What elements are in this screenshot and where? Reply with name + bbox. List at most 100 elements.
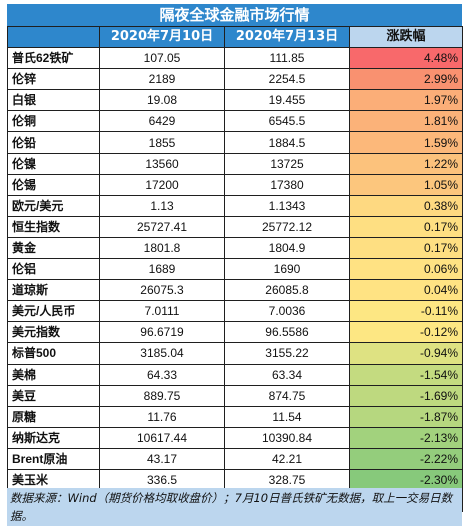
change-percent: -1.87% xyxy=(349,405,463,428)
instrument-name: 标普500 xyxy=(7,342,100,365)
table-row: 美棉 64.33 63.34 -1.54% xyxy=(7,363,463,386)
table-row: 恒生指数 25727.41 25772.12 0.17% xyxy=(7,215,463,238)
change-percent: 0.17% xyxy=(349,215,463,238)
table-row: 原糖 11.76 11.54 -1.87% xyxy=(7,405,463,428)
instrument-name: 美棉 xyxy=(7,363,100,386)
instrument-name: 白银 xyxy=(7,89,100,112)
change-percent: 0.17% xyxy=(349,236,463,260)
value-date2: 1690 xyxy=(224,258,350,281)
change-percent: 1.22% xyxy=(349,152,463,175)
instrument-name: 美元指数 xyxy=(7,321,100,344)
value-date2: 13725 xyxy=(224,152,350,175)
table-row: 伦铅 1855 1884.5 1.59% xyxy=(7,131,463,154)
instrument-name: 普氏62铁矿 xyxy=(7,47,100,70)
change-percent: 1.05% xyxy=(349,173,463,196)
table-title: 隔夜全球金融市场行情 xyxy=(7,4,462,26)
value-date2: 42.21 xyxy=(224,447,350,470)
value-date2: 874.75 xyxy=(224,384,350,407)
instrument-name: 伦铝 xyxy=(7,258,100,281)
source-note: 数据来源：Wind（期货价格均取收盘价）；7月10日普氏铁矿无数据，取上一交易日… xyxy=(7,488,462,526)
table-row: 伦铝 1689 1690 0.06% xyxy=(7,258,463,281)
instrument-name: Brent原油 xyxy=(7,447,100,470)
value-date1: 19.08 xyxy=(99,89,225,112)
value-date2: 1804.9 xyxy=(224,236,350,260)
value-date1: 1855 xyxy=(99,131,225,154)
value-date1: 3185.04 xyxy=(99,342,225,365)
instrument-name: 道琼斯 xyxy=(7,279,100,302)
value-date1: 13560 xyxy=(99,152,225,175)
value-date1: 10617.44 xyxy=(99,426,225,449)
change-percent: -1.69% xyxy=(349,384,463,407)
table-row: 普氏62铁矿 107.05 111.85 4.48% xyxy=(7,47,463,70)
header-row: 2020年7月10日 2020年7月13日 涨跌幅 xyxy=(7,25,463,49)
value-date1: 43.17 xyxy=(99,447,225,470)
change-percent: -0.11% xyxy=(349,300,463,323)
value-date1: 26075.3 xyxy=(99,279,225,302)
instrument-name: 美豆 xyxy=(7,384,100,407)
value-date2: 96.5586 xyxy=(224,321,350,344)
value-date1: 2189 xyxy=(99,68,225,91)
instrument-name: 伦锌 xyxy=(7,68,100,91)
value-date2: 111.85 xyxy=(224,47,350,70)
table-row: 伦锡 17200 17380 1.05% xyxy=(7,173,463,196)
instrument-name: 黄金 xyxy=(7,236,100,260)
value-date1: 17200 xyxy=(99,173,225,196)
change-percent: 4.48% xyxy=(349,47,463,70)
value-date1: 107.05 xyxy=(99,47,225,70)
value-date2: 2254.5 xyxy=(224,68,350,91)
value-date2: 25772.12 xyxy=(224,215,350,238)
value-date1: 1801.8 xyxy=(99,236,225,260)
value-date2: 7.0036 xyxy=(224,300,350,323)
header-date2: 2020年7月13日 xyxy=(224,25,350,49)
header-name xyxy=(7,25,100,49)
value-date1: 1.13 xyxy=(99,194,225,217)
change-percent: 1.59% xyxy=(349,131,463,154)
instrument-name: 伦铜 xyxy=(7,110,100,133)
value-date2: 10390.84 xyxy=(224,426,350,449)
table-row: 伦铜 6429 6545.5 1.81% xyxy=(7,110,463,133)
instrument-name: 伦镍 xyxy=(7,152,100,175)
table-row: 黄金 1801.8 1804.9 0.17% xyxy=(7,236,463,260)
instrument-name: 原糖 xyxy=(7,405,100,428)
change-percent: 2.99% xyxy=(349,68,463,91)
change-percent: -1.54% xyxy=(349,363,463,386)
table-row: 伦镍 13560 13725 1.22% xyxy=(7,152,463,175)
value-date2: 11.54 xyxy=(224,405,350,428)
value-date2: 3155.22 xyxy=(224,342,350,365)
change-percent: -0.94% xyxy=(349,342,463,365)
value-date1: 7.0111 xyxy=(99,300,225,323)
header-change: 涨跌幅 xyxy=(349,25,463,49)
instrument-name: 欧元/美元 xyxy=(7,194,100,217)
value-date1: 96.6719 xyxy=(99,321,225,344)
table-row: 美元指数 96.6719 96.5586 -0.12% xyxy=(7,321,463,344)
value-date2: 17380 xyxy=(224,173,350,196)
value-date1: 889.75 xyxy=(99,384,225,407)
value-date1: 25727.41 xyxy=(99,215,225,238)
table-row: Brent原油 43.17 42.21 -2.22% xyxy=(7,447,463,470)
change-percent: -2.22% xyxy=(349,447,463,470)
instrument-name: 美元/人民币 xyxy=(7,300,100,323)
table-row: 欧元/美元 1.13 1.1343 0.38% xyxy=(7,194,463,217)
table-body: 普氏62铁矿 107.05 111.85 4.48% 伦锌 2189 2254.5 2.99%… xyxy=(7,47,463,513)
table-row: 纳斯达克 10617.44 10390.84 -2.13% xyxy=(7,426,463,449)
market-data-table: 2020年7月10日 2020年7月13日 涨跌幅 普氏62铁矿 107.05 11… xyxy=(7,25,463,513)
table-row: 伦锌 2189 2254.5 2.99% xyxy=(7,68,463,91)
instrument-name: 伦铅 xyxy=(7,131,100,154)
change-percent: 0.04% xyxy=(349,279,463,302)
table-row: 道琼斯 26075.3 26085.8 0.04% xyxy=(7,279,463,302)
change-percent: 1.97% xyxy=(349,89,463,112)
change-percent: -0.12% xyxy=(349,321,463,344)
value-date1: 1689 xyxy=(99,258,225,281)
change-percent: 0.38% xyxy=(349,194,463,217)
value-date1: 6429 xyxy=(99,110,225,133)
value-date1: 11.76 xyxy=(99,405,225,428)
value-date1: 64.33 xyxy=(99,363,225,386)
change-percent: 1.81% xyxy=(349,110,463,133)
table-row: 标普500 3185.04 3155.22 -0.94% xyxy=(7,342,463,365)
instrument-name: 伦锡 xyxy=(7,173,100,196)
table-row: 美元/人民币 7.0111 7.0036 -0.11% xyxy=(7,300,463,323)
change-percent: -2.13% xyxy=(349,426,463,449)
header-date1: 2020年7月10日 xyxy=(99,25,225,49)
value-date2: 6545.5 xyxy=(224,110,350,133)
